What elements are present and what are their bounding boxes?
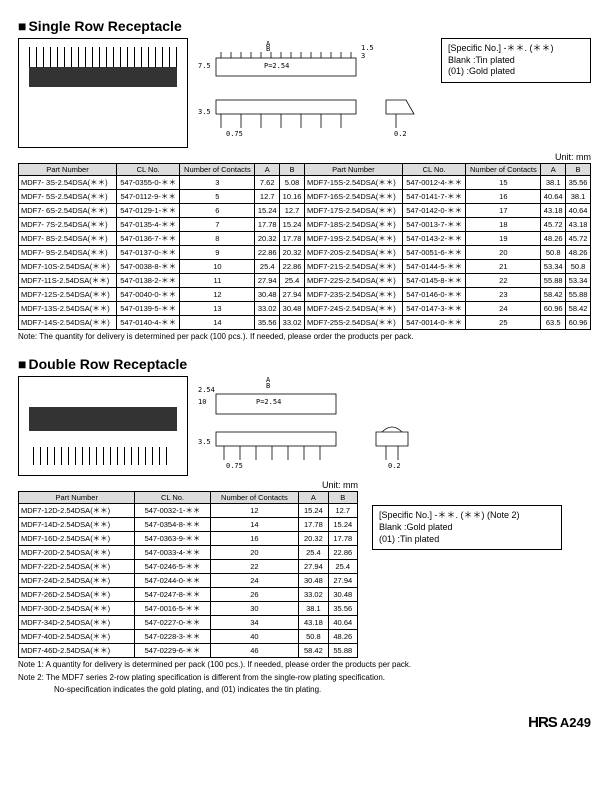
table-row: MDF7- 8S-2.54DSA(＊＊)547-0136-7-＊＊820.321… <box>19 232 591 246</box>
brand-logo: HRS <box>528 714 557 731</box>
section1-top: A B P=2.54 7.5 3 1.5 3.5 0.75 0.2 [Speci… <box>18 38 591 148</box>
section2-unit: Unit: mm <box>18 480 358 490</box>
table-row: MDF7- 5S-2.54DSA(＊＊)547-0112-9-＊＊512.710… <box>19 190 591 204</box>
table-row: MDF7-14D-2.54DSA(＊＊)547-0354-8-＊＊1417.78… <box>19 518 358 532</box>
section1-product-image <box>18 38 188 148</box>
table-row: MDF7- 7S-2.54DSA(＊＊)547-0135-4-＊＊717.781… <box>19 218 591 232</box>
section1-diagram: A B P=2.54 7.5 3 1.5 3.5 0.75 0.2 <box>196 38 426 148</box>
table-row: MDF7-22D-2.54DSA(＊＊)547-0246-5-＊＊2227.94… <box>19 560 358 574</box>
table-row: MDF7-10S-2.54DSA(＊＊)547-0038-8-＊＊1025.42… <box>19 260 591 274</box>
table-row: MDF7-12D-2.54DSA(＊＊)547-0032-1-＊＊1215.24… <box>19 504 358 518</box>
table-row: MDF7-30D-2.54DSA(＊＊)547-0016-5-＊＊3038.13… <box>19 602 358 616</box>
section2-title: Double Row Receptacle <box>18 356 591 372</box>
table-row: MDF7- 9S-2.54DSA(＊＊)547-0137-0-＊＊922.862… <box>19 246 591 260</box>
table-row: MDF7- 3S-2.54DSA(＊＊)547-0355-0-＊＊37.625.… <box>19 176 591 190</box>
section2-product-image <box>18 376 188 476</box>
table-row: MDF7-24D-2.54DSA(＊＊)547-0244-0-＊＊2430.48… <box>19 574 358 588</box>
table-row: MDF7-34D-2.54DSA(＊＊)547-0227-0-＊＊3443.18… <box>19 616 358 630</box>
section2-legend: [Specific No.] -＊＊. (＊＊) (Note 2) Blank … <box>372 505 562 550</box>
section2-diagram: A B P=2.54 10 2.54 3.5 0.75 0.2 <box>196 376 591 476</box>
table-row: MDF7-12S-2.54DSA(＊＊)547-0040-0-＊＊1230.48… <box>19 288 591 302</box>
table-row: MDF7-40D-2.54DSA(＊＊)547-0228-3-＊＊4050.84… <box>19 630 358 644</box>
page-number: A249 <box>560 715 591 730</box>
table-row: MDF7-20D-2.54DSA(＊＊)547-0033-4-＊＊2025.42… <box>19 546 358 560</box>
section2-table: Part NumberCL No.Number of ContactsAB MD… <box>18 491 358 658</box>
table-row: MDF7-46D-2.54DSA(＊＊)547-0229-6-＊＊4658.42… <box>19 644 358 658</box>
table-row: MDF7-16D-2.54DSA(＊＊)547-0363-9-＊＊1620.32… <box>19 532 358 546</box>
page-footer: HRS A249 <box>18 714 591 731</box>
table-row: MDF7- 6S-2.54DSA(＊＊)547-0129-1-＊＊615.241… <box>19 204 591 218</box>
section1-legend: [Specific No.] -＊＊. (＊＊) Blank :Tin plat… <box>441 38 591 83</box>
section1-note: Note: The quantity for delivery is deter… <box>18 332 591 342</box>
section2-note2: Note 2: The MDF7 series 2-row plating sp… <box>18 673 591 683</box>
section1-title: Single Row Receptacle <box>18 18 591 34</box>
table-row: MDF7-14S-2.54DSA(＊＊)547-0140-4-＊＊1435.56… <box>19 316 591 330</box>
section2-note1: Note 1: A quantity for delivery is deter… <box>18 660 591 670</box>
section1-table: Part NumberCL No.Number of ContactsABPar… <box>18 163 591 330</box>
section2-drawing <box>196 376 456 476</box>
table-row: MDF7-26D-2.54DSA(＊＊)547-0247-8-＊＊2633.02… <box>19 588 358 602</box>
table-row: MDF7-11S-2.54DSA(＊＊)547-0138-2-＊＊1127.94… <box>19 274 591 288</box>
table-row: MDF7-13S-2.54DSA(＊＊)547-0139-5-＊＊1333.02… <box>19 302 591 316</box>
section2-note2b: No-specification indicates the gold plat… <box>18 685 591 695</box>
section1-unit: Unit: mm <box>18 152 591 162</box>
section2-top: A B P=2.54 10 2.54 3.5 0.75 0.2 <box>18 376 591 476</box>
